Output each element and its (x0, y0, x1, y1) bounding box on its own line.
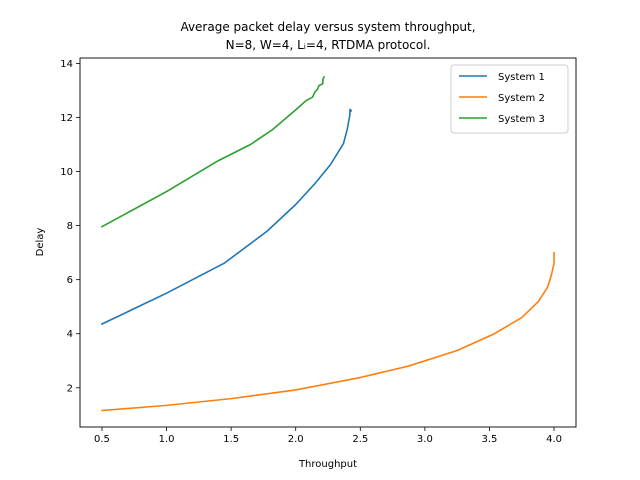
y-axis-label: Delay (35, 228, 46, 257)
y-tick-label: 10 (60, 167, 73, 178)
chart-subtitle: N=8, W=4, Lᵢ=4, RTDMA protocol. (226, 38, 431, 52)
x-tick-label: 3.0 (417, 434, 433, 445)
x-axis-label: Throughput (298, 459, 357, 470)
chart-title: Average packet delay versus system throu… (180, 20, 475, 34)
legend-label-2: System 2 (498, 93, 545, 104)
y-tick-label: 2 (67, 383, 73, 394)
x-tick-label: 2.0 (288, 434, 304, 445)
legend-label-3: System 3 (498, 114, 545, 125)
x-tick-label: 4.0 (546, 434, 562, 445)
y-tick-label: 12 (60, 113, 73, 124)
x-tick-label: 2.5 (352, 434, 368, 445)
series-line-2 (101, 251, 555, 412)
x-tick-label: 3.5 (482, 434, 498, 445)
series-line-1 (100, 108, 353, 326)
legend: System 1 System 2 System 3 (450, 64, 569, 134)
plot-frame (79, 57, 577, 428)
x-tick-label: 1.5 (223, 434, 239, 445)
series-lines (100, 75, 555, 412)
x-tick-label: 0.5 (94, 434, 110, 445)
axis-ticks: 0.5 1.0 1.5 2.0 2.5 3.0 3.5 4.0 2 4 6 8 10 12 14 (60, 59, 562, 445)
y-tick-label: 14 (60, 59, 73, 70)
y-tick-label: 8 (67, 221, 73, 232)
x-tick-label: 1.0 (159, 434, 175, 445)
legend-box (450, 64, 569, 134)
series-line-3 (100, 75, 326, 228)
y-tick-label: 6 (67, 275, 73, 286)
y-tick-label: 4 (67, 329, 73, 340)
legend-label-1: System 1 (498, 72, 545, 83)
